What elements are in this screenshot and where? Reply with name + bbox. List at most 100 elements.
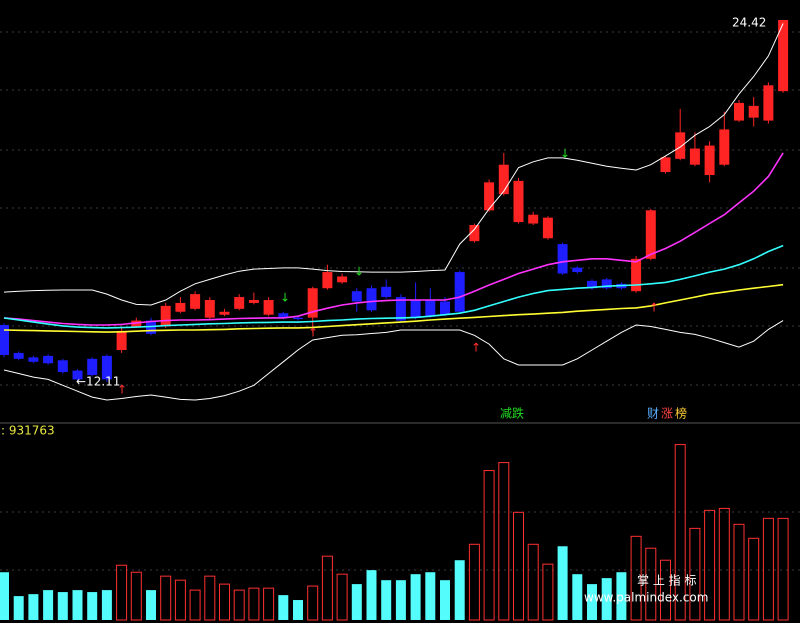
volume-bar: [160, 575, 172, 621]
candle-body: [410, 300, 421, 318]
up-arrow: ↑: [117, 383, 127, 397]
candle-body: [322, 272, 333, 289]
candle-body: [454, 272, 465, 312]
candle-body: [293, 317, 303, 320]
decor: [0, 31, 800, 571]
candle-body: [763, 85, 774, 121]
volume-bar: [468, 543, 480, 621]
candle-body: [513, 180, 524, 223]
volume-bar: [321, 555, 333, 621]
volume-bar: [498, 462, 510, 621]
candle-body: [484, 182, 495, 211]
volume-bar: [87, 592, 98, 620]
candle-body: [660, 157, 671, 173]
indicator-line: [3, 152, 784, 326]
candle-body: [72, 370, 83, 380]
volume-bar: [101, 590, 112, 620]
tag: 减跌: [500, 406, 524, 421]
candle-body: [645, 210, 656, 259]
low-label: ←12.11: [76, 375, 120, 389]
candle-body: [278, 313, 289, 318]
candle-body: [116, 330, 127, 350]
volume-bar: [630, 535, 642, 621]
candle-body: [748, 105, 759, 118]
candle-body: [0, 325, 9, 355]
indicator-line: [3, 320, 784, 401]
candle-body: [440, 301, 450, 315]
up-arrow: ↑: [471, 341, 481, 355]
volume-bar: [307, 585, 319, 621]
volume-bar: [336, 573, 348, 621]
candle-body: [307, 288, 318, 318]
volume-bar: [248, 587, 260, 621]
candle-body: [631, 258, 642, 292]
candle-body: [469, 225, 480, 242]
volume-bar: [395, 580, 406, 620]
volume-bar: [440, 580, 450, 620]
candle-body: [160, 305, 171, 327]
candle-body: [175, 302, 186, 312]
candle-body: [381, 286, 392, 298]
volume-bar: [263, 587, 275, 621]
watermark: www.palmindex.com: [584, 591, 708, 605]
volume-bar: [233, 589, 245, 621]
candle-body: [528, 214, 539, 224]
volume-bar: [748, 537, 760, 621]
tag: 涨: [661, 406, 673, 421]
volume-label: : 931763: [1, 424, 55, 438]
candle-body: [234, 297, 245, 309]
tag: 榜: [675, 406, 687, 421]
candle-body: [542, 217, 553, 239]
candle-body: [190, 294, 201, 309]
volume-bar: [0, 572, 9, 620]
volume-bar: [572, 574, 583, 620]
candle-body: [366, 288, 377, 311]
volume-bar: [601, 578, 612, 620]
volume-bar: [13, 596, 24, 620]
volume-bar: [454, 560, 465, 620]
volume-bar: [557, 546, 568, 620]
down-arrow: ↓: [280, 291, 290, 305]
indicator-line: [3, 244, 784, 329]
candle-body: [601, 279, 612, 289]
volume-bar: [43, 590, 54, 620]
plot: [0, 20, 789, 621]
volume-bar: [410, 574, 421, 620]
watermark: 掌 上 指 标: [637, 573, 696, 588]
volume-bar: [616, 572, 627, 620]
volume-bar: [146, 590, 156, 620]
high-label: 24.42: [732, 16, 766, 30]
volume-bar: [689, 527, 701, 621]
volume-bar: [174, 579, 186, 621]
volume-bar: [425, 572, 436, 620]
volume-bar: [777, 517, 789, 621]
volume-bar: [733, 523, 745, 621]
down-arrow: ↓: [354, 265, 364, 279]
indicator-line: [3, 283, 784, 333]
volume-bar: [527, 543, 539, 621]
volume-bar: [762, 517, 774, 621]
candle-body: [572, 267, 583, 273]
candle-body: [57, 360, 68, 373]
candle-body: [719, 129, 730, 165]
candle-body: [498, 164, 509, 195]
candle-body: [395, 297, 406, 321]
volume-bar: [645, 547, 657, 621]
volume-bar: [718, 507, 730, 621]
tag: 财: [647, 407, 659, 421]
candle-body: [351, 291, 362, 302]
volume-bar: [130, 571, 142, 621]
candle-body: [778, 20, 789, 92]
volume-bar: [542, 563, 554, 621]
candle-body: [43, 355, 54, 364]
volume-bar: [381, 580, 392, 620]
volume-bar: [674, 444, 686, 621]
candle-body: [337, 276, 348, 283]
volume-bar: [660, 559, 671, 621]
down-arrow: ↓: [560, 147, 570, 161]
volume-bar: [57, 592, 68, 620]
candle-body: [675, 132, 686, 159]
volume-bar: [513, 511, 524, 621]
candle-body: [689, 148, 700, 165]
